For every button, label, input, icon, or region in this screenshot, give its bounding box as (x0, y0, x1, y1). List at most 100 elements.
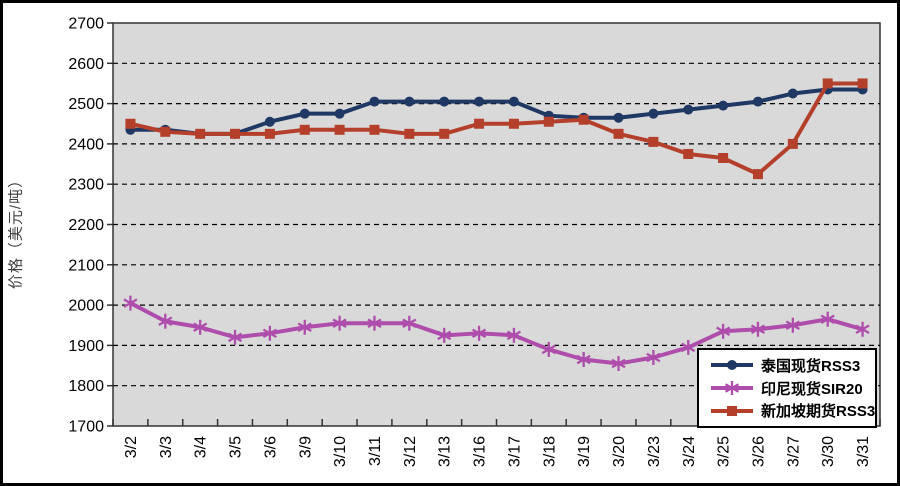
data-point-marker (683, 104, 694, 115)
y-axis-tick-label: 1700 (68, 419, 104, 436)
data-point-marker (402, 318, 417, 328)
data-point-marker (541, 344, 556, 355)
gridlines-layer (113, 62, 880, 387)
x-axis-tick-label: 3/10 (332, 436, 349, 467)
data-point-marker (611, 358, 626, 369)
x-axis-tick-label: 3/3 (158, 436, 175, 458)
data-point-marker (334, 124, 345, 135)
legend-marker-square-icon (711, 405, 753, 416)
data-point-marker (227, 332, 243, 343)
axis-labels-layer: 1700 1800 1900 2000 2100 2200 2300 2400 2500 2600… (68, 16, 872, 468)
data-point-marker (262, 328, 277, 339)
data-point-marker (439, 96, 450, 107)
x-axis-tick-label: 3/6 (262, 436, 279, 458)
data-point-marker (681, 342, 696, 353)
data-point-marker (716, 326, 731, 337)
data-point-marker (404, 128, 415, 139)
data-point-marker (718, 153, 729, 164)
x-axis-tick-label: 3/18 (541, 436, 558, 467)
data-point-marker (125, 118, 136, 129)
data-point-marker (646, 352, 661, 363)
data-point-marker (787, 88, 798, 99)
x-axis-tick-label: 3/2 (123, 436, 140, 458)
data-point-marker (158, 316, 173, 326)
x-axis-tick-label: 3/4 (193, 436, 210, 458)
data-point-marker (299, 108, 310, 119)
data-point-marker (404, 96, 415, 107)
series-layer (123, 78, 870, 372)
data-point-marker (787, 138, 798, 149)
data-point-marker (613, 128, 624, 139)
data-point-marker (193, 322, 208, 333)
data-point-marker (727, 360, 737, 371)
data-point-marker (474, 96, 485, 107)
data-point-marker (718, 100, 729, 111)
data-point-marker (683, 148, 694, 159)
series-1-line (129, 301, 864, 366)
x-axis-tick-label: 3/24 (681, 436, 698, 467)
data-point-marker (508, 118, 519, 129)
y-axis-title: 价格（美元/吨） (7, 171, 25, 290)
legend-item-indonesia-sir20: 印尼现货SIR20 (709, 378, 869, 399)
data-point-marker (752, 96, 763, 107)
x-axis-tick-label: 3/9 (297, 436, 314, 458)
x-axis-tick-label: 3/17 (506, 436, 523, 467)
data-point-marker (264, 116, 275, 127)
x-axis-tick-label: 3/12 (402, 436, 419, 467)
x-axis-tick-label: 3/11 (367, 436, 384, 466)
data-point-marker (578, 114, 589, 125)
data-point-marker (264, 128, 275, 139)
series-1-group (123, 295, 870, 372)
y-axis-tick-label: 2500 (68, 96, 104, 113)
data-point-marker (297, 322, 312, 333)
x-axis-tick-label: 3/23 (646, 436, 663, 467)
x-axis-tick-label: 3/20 (611, 436, 628, 467)
data-point-marker (857, 78, 868, 89)
data-point-marker (750, 324, 766, 335)
y-axis-tick-label: 2200 (68, 217, 104, 234)
y-axis-tick-label: 2300 (68, 177, 104, 194)
data-point-marker (506, 330, 522, 341)
legend-label: 泰国现货RSS3 (761, 357, 861, 375)
x-axis-tick-label: 3/30 (820, 436, 837, 467)
x-axis-tick-label: 3/25 (716, 436, 733, 467)
x-axis-tick-label: 3/31 (855, 436, 872, 467)
data-point-marker (855, 324, 870, 335)
data-point-marker (230, 128, 241, 139)
y-axis-tick-label: 2700 (68, 16, 104, 33)
data-point-marker (648, 108, 659, 119)
data-point-marker (367, 318, 382, 328)
x-axis-tick-label: 3/5 (228, 436, 245, 458)
data-point-marker (299, 124, 310, 135)
data-point-marker (471, 328, 487, 339)
data-point-marker (576, 354, 591, 365)
data-point-marker (369, 96, 380, 107)
legend-marker-circle-icon (711, 360, 753, 371)
y-axis-tick-label: 1900 (68, 338, 104, 355)
data-point-marker (474, 118, 485, 129)
series-0-line (130, 87, 863, 136)
legend: 泰国现货RSS3 印尼现货SIR20 新加坡期货RSS3 (697, 348, 877, 428)
data-point-marker (820, 314, 835, 324)
x-axis-tick-label: 3/16 (472, 436, 489, 467)
data-point-marker (334, 108, 345, 119)
data-point-marker (123, 298, 138, 308)
x-axis-tick-label: 3/19 (576, 436, 593, 467)
series-2-line (129, 81, 863, 177)
data-point-marker (543, 116, 554, 127)
data-point-marker (752, 169, 763, 180)
x-axis-tick-label: 3/26 (750, 436, 767, 467)
legend-item-thailand-rss3: 泰国现货RSS3 (709, 355, 869, 376)
data-point-marker (724, 383, 740, 393)
data-point-marker (613, 112, 624, 123)
data-point-marker (508, 96, 519, 107)
legend-marker-asterisk-icon (711, 381, 753, 395)
data-point-marker (195, 128, 206, 139)
legend-label: 新加坡期货RSS3 (761, 403, 876, 421)
data-point-marker (785, 320, 800, 330)
y-axis-tick-label: 1800 (68, 378, 104, 395)
y-axis-tick-label: 2600 (68, 56, 104, 73)
data-point-marker (369, 124, 380, 135)
x-axis-tick-label: 3/27 (785, 436, 802, 467)
